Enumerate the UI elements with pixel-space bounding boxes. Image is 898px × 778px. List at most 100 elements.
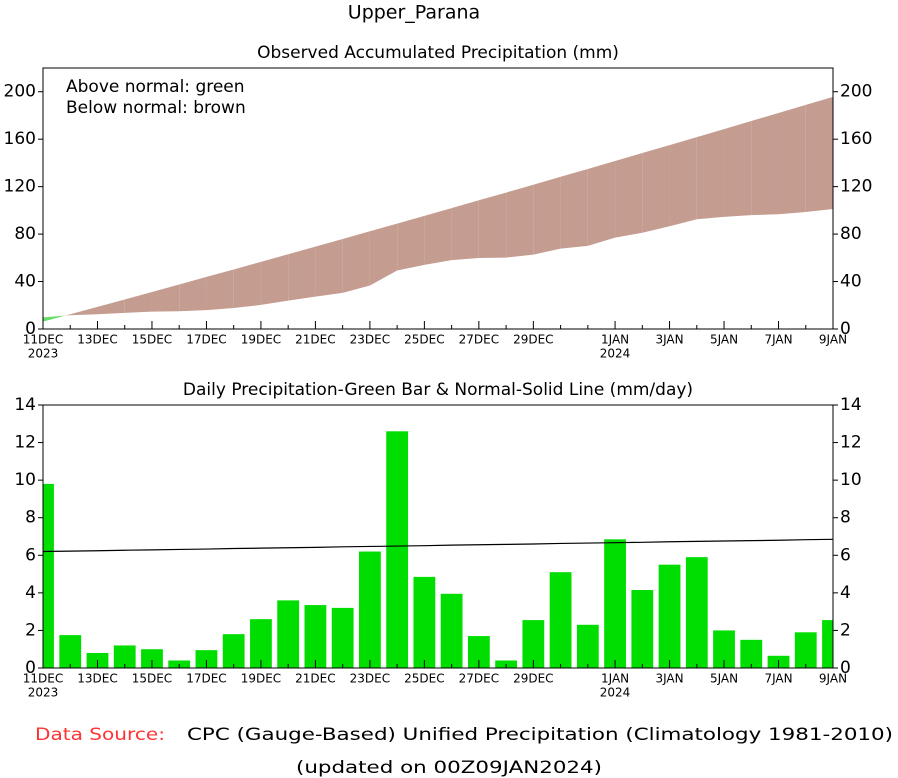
below-normal-area: [369, 223, 398, 286]
bar: [740, 639, 763, 668]
below-normal-area: [315, 238, 343, 297]
y-tick-label-right: 80: [840, 224, 862, 244]
x-tick-label: 5JAN: [710, 333, 738, 347]
bar: [658, 564, 681, 668]
y-tick-label-right: 200: [840, 82, 872, 102]
bar: [43, 483, 54, 668]
x-tick-label: 27DEC: [459, 672, 499, 686]
below-normal-area: [124, 291, 152, 313]
bar: [576, 624, 599, 668]
x-tick-label: 9JAN: [819, 333, 847, 347]
bar: [631, 590, 654, 668]
x-tick-label: 15DEC: [132, 333, 172, 347]
y-tick-label-right: 120: [840, 177, 872, 197]
x-tick-label: 17DEC: [186, 333, 226, 347]
x-tick-label: 7JAN: [764, 672, 792, 686]
x-tick-label: 19DEC: [241, 333, 281, 347]
x-tick-label: 19DEC: [241, 672, 281, 686]
bar: [222, 634, 245, 668]
x-tick-label: 1JAN: [601, 672, 629, 686]
x-tick-label: 1JAN: [601, 333, 629, 347]
below-normal-area: [615, 153, 643, 238]
x-tick-label: 29DEC: [513, 672, 553, 686]
below-normal-area: [151, 284, 180, 312]
above-normal-area: [43, 315, 66, 322]
y-tick-label-right: 14: [840, 395, 862, 415]
y-tick-label: 4: [25, 583, 36, 603]
y-tick-label-right: 12: [840, 433, 862, 453]
bar: [386, 431, 409, 668]
y-tick-label: 12: [14, 433, 36, 453]
x-tick-label: 27DEC: [459, 333, 499, 347]
bar: [359, 551, 381, 668]
plot-area: [43, 96, 833, 322]
y-tick-label-right: 8: [840, 508, 851, 528]
bar: [549, 572, 572, 668]
below-normal-area: [288, 246, 316, 301]
y-tick-label: 40: [14, 272, 36, 292]
bar: [413, 576, 436, 668]
x-tick-label: 3JAN: [655, 672, 683, 686]
bar: [467, 636, 490, 668]
x-tick-label: 25DEC: [404, 672, 444, 686]
bar: [195, 650, 218, 668]
plot-frame: [42, 67, 834, 330]
x-tick-label: 11DEC: [23, 333, 63, 347]
x-tick-label: 23DEC: [350, 333, 390, 347]
page-title: Upper_Parana: [348, 2, 480, 24]
x-year-label: 2024: [600, 686, 631, 700]
x-tick-label: 3JAN: [655, 333, 683, 347]
below-normal-area: [778, 104, 806, 215]
below-normal-area: [451, 200, 479, 261]
bar: [331, 607, 354, 668]
below-normal-area: [696, 129, 725, 220]
y-tick-label: 14: [14, 395, 36, 415]
x-tick-label: 13DEC: [77, 672, 117, 686]
x-tick-label: 9JAN: [819, 672, 847, 686]
x-tick-label: 7JAN: [764, 333, 792, 347]
y-tick-label: 200: [4, 82, 36, 102]
below-normal-area: [560, 168, 588, 249]
accumulated-panel: Observed Accumulated Precipitation (mm) A…: [4, 43, 873, 361]
y-tick-label-right: 0: [840, 319, 851, 339]
below-normal-area: [506, 184, 534, 258]
below-normal-area: [424, 208, 452, 265]
below-normal-area: [70, 306, 98, 316]
bar: [713, 630, 735, 668]
bar: [604, 539, 626, 668]
x-tick-label: 17DEC: [186, 672, 226, 686]
below-normal-area: [260, 254, 289, 305]
source-text: CPC (Gauge-Based) Unified Precipitation …: [187, 725, 893, 745]
plot-area: [43, 431, 833, 668]
below-normal-area: [533, 176, 561, 255]
x-tick-label: 23DEC: [350, 672, 390, 686]
bar: [59, 635, 82, 668]
chart-title: Observed Accumulated Precipitation (mm): [257, 43, 619, 63]
below-normal-area: [206, 269, 234, 311]
y-tick-label: 0: [25, 658, 36, 678]
below-normal-area: [179, 276, 207, 312]
below-normal-area: [805, 96, 833, 213]
bar: [141, 649, 163, 668]
chart-title: Daily Precipitation-Green Bar & Normal-S…: [183, 380, 693, 400]
x-tick-label: 13DEC: [77, 333, 117, 347]
x-tick-label: 15DEC: [132, 672, 172, 686]
x-year-label: 2023: [28, 347, 59, 361]
bar: [822, 620, 833, 668]
x-year-label: 2024: [600, 347, 631, 361]
x-tick-label: 25DEC: [404, 333, 444, 347]
below-normal-area: [751, 112, 779, 216]
plot-frame: [42, 404, 834, 669]
bar: [304, 605, 327, 668]
below-normal-area: [724, 121, 752, 217]
below-normal-area: [233, 261, 261, 309]
below-normal-area: [642, 145, 670, 233]
annotation: Below normal: brown: [66, 98, 246, 118]
y-tick-label-right: 10: [840, 470, 862, 490]
x-tick-label: 21DEC: [295, 333, 335, 347]
y-tick-label-right: 4: [840, 583, 851, 603]
daily-panel: Daily Precipitation-Green Bar & Normal-S…: [14, 380, 861, 700]
y-tick-label: 8: [25, 508, 36, 528]
below-normal-area: [342, 231, 370, 293]
